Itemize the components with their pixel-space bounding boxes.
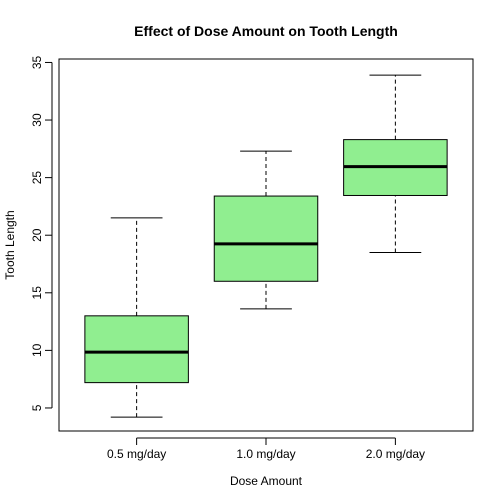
box-group	[343, 74, 448, 253]
y-tick-label: 30	[30, 113, 44, 127]
x-tick-label: 0.5 mg/day	[107, 447, 166, 461]
y-tick-label: 35	[30, 55, 44, 69]
y-tick-label: 15	[30, 286, 44, 300]
y-tick-label: 5	[30, 404, 44, 411]
x-tick-label: 1.0 mg/day	[236, 447, 295, 461]
y-tick-label: 25	[30, 171, 44, 185]
chart-title: Effect of Dose Amount on Tooth Length	[134, 23, 398, 39]
plot-frame	[58, 58, 474, 432]
x-axis-label: Dose Amount	[230, 474, 303, 488]
y-tick-label: 20	[30, 228, 44, 242]
box-group	[84, 217, 189, 418]
y-tick-label: 10	[30, 343, 44, 357]
x-axis: 0.5 mg/day 1.0 mg/day 2.0 mg/day	[107, 437, 425, 461]
boxes	[84, 74, 448, 418]
y-axis: 5 10 15 20 25 30 35	[30, 55, 53, 411]
y-axis-label: Tooth Length	[3, 210, 17, 279]
iqr-box	[213, 195, 319, 282]
box-group	[213, 150, 319, 310]
iqr-box	[84, 315, 189, 384]
x-tick-label: 2.0 mg/day	[366, 447, 425, 461]
